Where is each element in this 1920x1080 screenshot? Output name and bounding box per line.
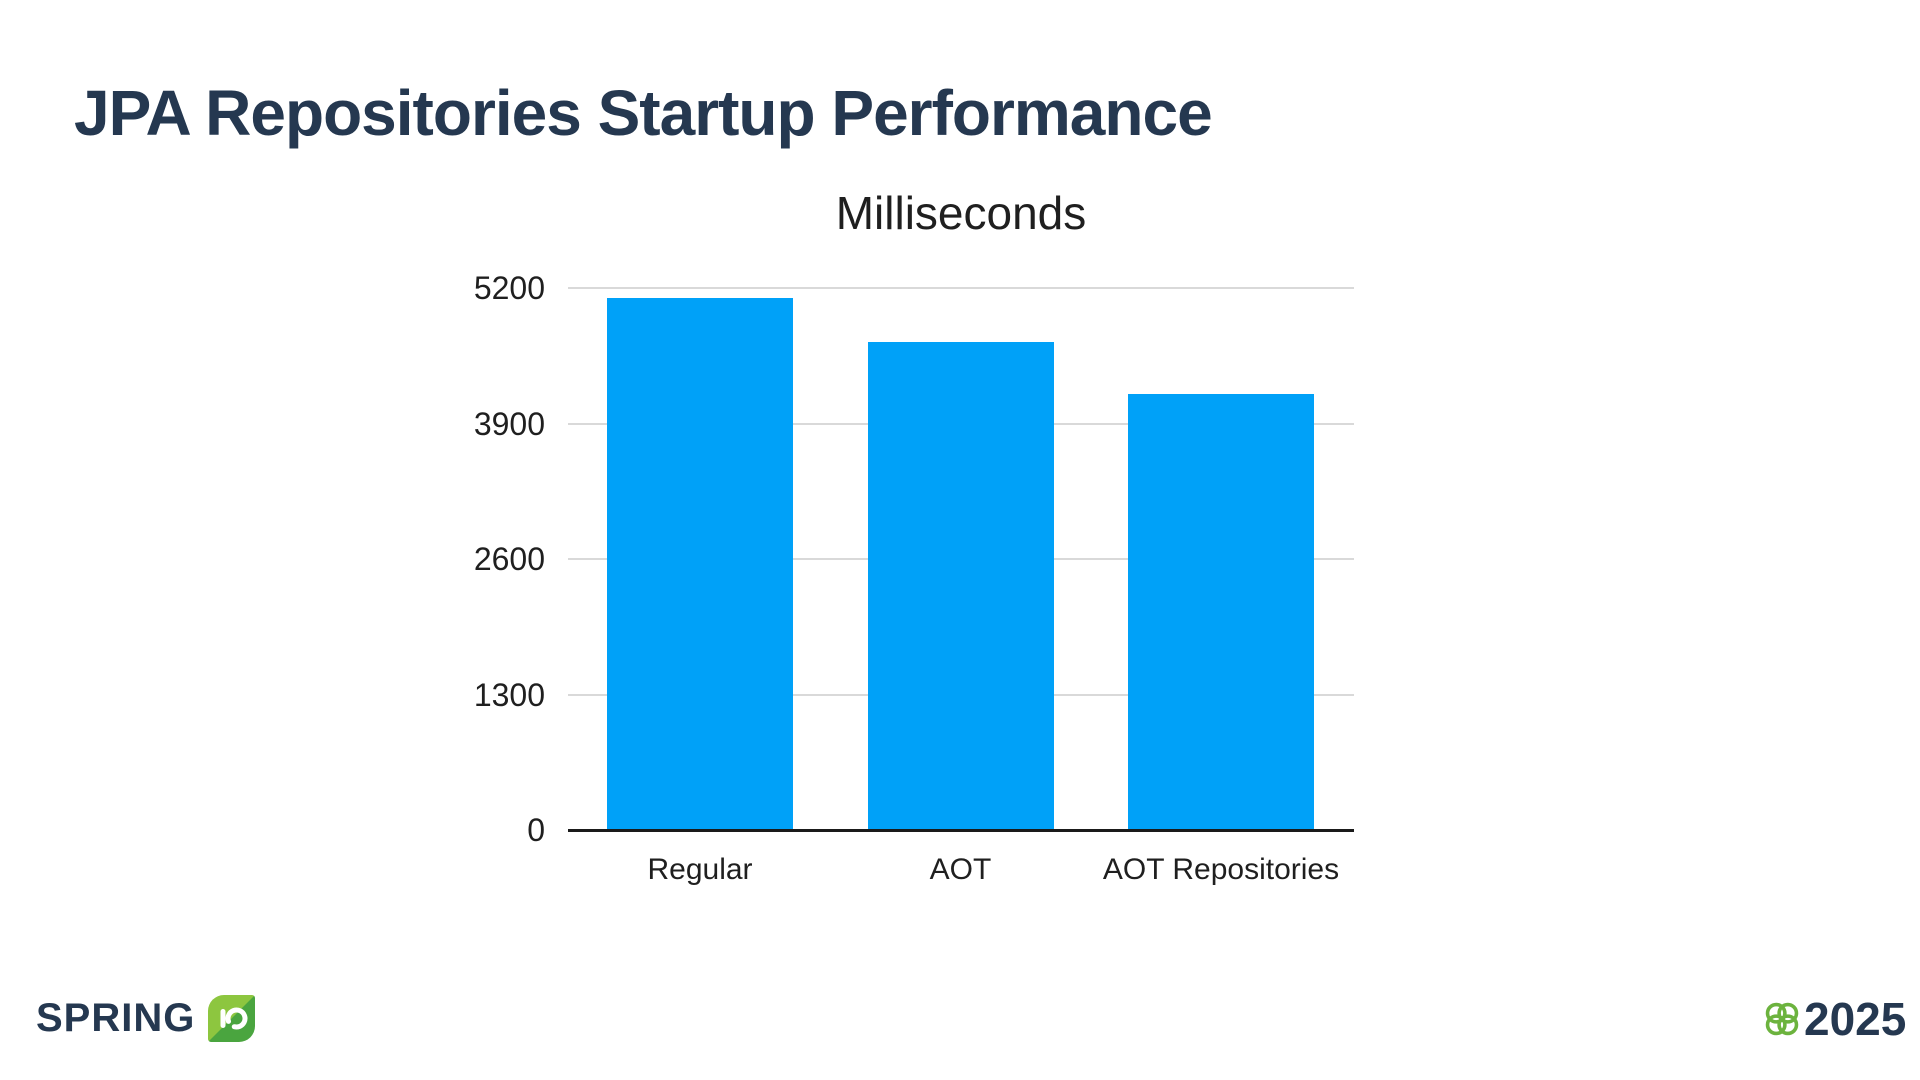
bar-Regular: [607, 298, 793, 830]
y-tick-label: 1300: [473, 676, 545, 713]
spring-io-logo: SPRING: [36, 995, 256, 1042]
year-label: 2025: [1804, 993, 1907, 1045]
x-category-label: AOT: [929, 853, 992, 886]
spring-logo-text: SPRING: [36, 996, 196, 1040]
y-tick-label: 3900: [473, 405, 545, 442]
bar-AOT Repositories: [1128, 393, 1314, 830]
x-category-label: Regular: [647, 853, 753, 886]
y-tick-label: 5200: [473, 270, 545, 306]
io-glyph: [220, 1007, 248, 1030]
page-title: JPA Repositories Startup Performance: [74, 77, 1213, 149]
spring-io-leaf-icon: [208, 995, 256, 1042]
x-axis-line: [568, 829, 1354, 832]
bar-AOT: [867, 342, 1054, 830]
chart-title: Milliseconds: [835, 187, 1087, 239]
x-category-label: AOT Repositories: [1102, 853, 1340, 886]
gridline: [568, 287, 1354, 289]
panot-flower-icon: [1765, 1002, 1799, 1036]
y-tick-label: 0: [527, 812, 545, 848]
y-tick-label: 2600: [473, 541, 545, 577]
year-logo: 2025: [1762, 993, 1907, 1045]
